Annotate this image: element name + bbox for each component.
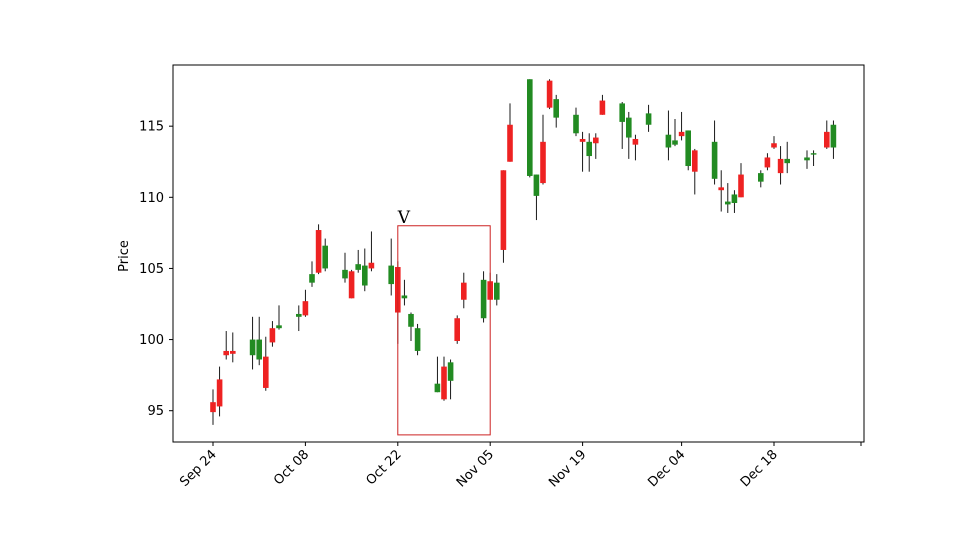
candle-body-down [500, 170, 507, 250]
candle-body-up [711, 141, 718, 179]
candle-body-up [645, 113, 652, 125]
y-axis: 95 100 105 110 115 [139, 120, 173, 419]
candle-body-up [784, 158, 790, 164]
candle-body-up [685, 130, 691, 167]
x-axis: Sep 24 Oct 08 Oct 22 Nov 05 Nov 19 Dec 04 Dec … [177, 442, 862, 490]
candle-body-down [315, 230, 322, 273]
candle-body-down [599, 100, 606, 115]
candle-body-up [355, 264, 361, 270]
candle-body-down [461, 282, 467, 300]
candle-body-down [777, 158, 784, 174]
candle-body-up [342, 269, 348, 279]
candles-layer [210, 79, 837, 425]
candle-body-up [830, 124, 837, 148]
candle-body-down [718, 187, 724, 191]
candle-body-down [507, 124, 513, 162]
candle-body-up [731, 194, 738, 203]
candle-body-down [454, 318, 460, 341]
annotation-box [397, 225, 491, 436]
candle-body-down [348, 271, 355, 299]
candle-body-up [401, 295, 408, 299]
y-tick-label: 110 [139, 191, 164, 206]
candle-body-down [368, 262, 375, 269]
candle-body-down [540, 141, 546, 184]
candle-body-up [533, 174, 540, 196]
candle-body-up [527, 79, 533, 176]
candle-body-up [626, 117, 632, 138]
candle-body-up [447, 362, 454, 381]
candle-body-up [276, 325, 282, 329]
candle-body-up [573, 114, 579, 134]
candle-body-down [223, 350, 229, 356]
candle-body-up [553, 99, 559, 118]
x-tick-label: Nov 19 [546, 447, 589, 490]
y-tick-label: 105 [139, 262, 164, 277]
candle-body-up [249, 339, 256, 356]
y-tick-label: 95 [147, 404, 164, 419]
candle-body-up [810, 153, 817, 155]
y-tick-label: 115 [139, 120, 164, 135]
candle-body-down [678, 131, 685, 137]
candle-body-up [619, 103, 625, 122]
x-tick-label: Oct 08 [271, 447, 312, 488]
candle-body-up [296, 313, 302, 317]
candle-body-up [309, 274, 315, 283]
candle-body-down [824, 131, 830, 148]
candle-body-down [216, 379, 223, 407]
candle-body-up [408, 313, 414, 327]
candle-body-up [480, 279, 487, 319]
candle-body-up [322, 245, 328, 269]
candle-body-down [632, 138, 639, 145]
candle-body-down [546, 80, 553, 108]
candle-body-down [692, 150, 698, 172]
candle-body-down [579, 138, 586, 142]
candle-body-down [269, 328, 276, 343]
candle-body-down [764, 157, 771, 168]
candle-body-up [725, 201, 731, 205]
annotations-layer: V [397, 208, 491, 436]
candle-body-down [593, 137, 599, 144]
candle-body-down [771, 143, 777, 148]
candle-body-down [210, 402, 216, 413]
candle-body-down [263, 356, 269, 388]
candle-body-up [434, 383, 441, 393]
x-tick-label: Sep 24 [177, 447, 220, 490]
candle-body-down [441, 366, 447, 400]
x-tick-label: Nov 05 [454, 447, 497, 490]
candle-body-up [804, 157, 810, 161]
candle-body-down [230, 350, 236, 354]
candle-body-down [738, 174, 744, 198]
y-axis-label: Price [117, 240, 132, 272]
candle-body-up [414, 328, 421, 351]
candle-body-up [758, 173, 764, 182]
candle-body-down [302, 301, 309, 316]
annotation-label: V [397, 208, 411, 228]
x-tick-label: Dec 18 [738, 447, 781, 490]
candle-body-up [494, 282, 500, 300]
candle-body-up [586, 141, 592, 157]
plot-frame [172, 64, 865, 443]
x-tick-label: Oct 22 [364, 447, 405, 488]
y-tick-label: 100 [139, 333, 164, 348]
candle-body-up [388, 265, 394, 285]
candle-body-up [672, 140, 678, 145]
candle-body-up [362, 265, 368, 286]
candle-body-up [665, 134, 672, 148]
candle-body-up [256, 339, 262, 360]
x-tick-label: Dec 04 [645, 447, 688, 490]
